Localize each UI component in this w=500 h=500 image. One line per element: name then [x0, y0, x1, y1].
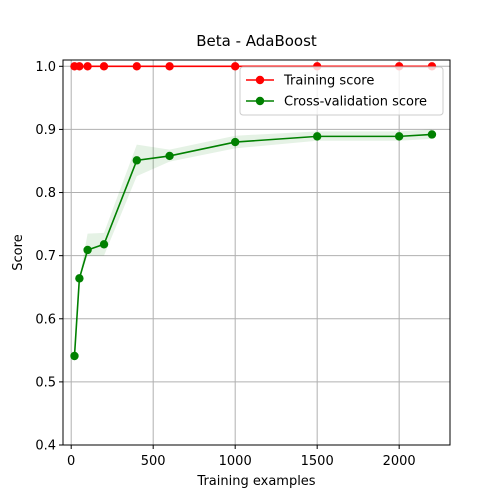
plot-frame: [62, 59, 451, 446]
y-tick-label: 0.8: [35, 186, 56, 201]
legend-box: [239, 66, 444, 116]
y-axis-label: Score: [11, 234, 26, 270]
data-point: [165, 62, 174, 71]
data-point: [70, 351, 79, 361]
y-tick-label: 0.6: [35, 312, 56, 327]
legend-label-1: Cross-validation score: [284, 95, 427, 110]
legend-label-0: Training score: [283, 74, 374, 89]
data-point: [165, 151, 174, 161]
x-tick-label: 2000: [383, 454, 416, 469]
data-point: [132, 156, 141, 165]
data-point: [427, 130, 437, 139]
data-point: [394, 132, 404, 141]
data-point: [75, 62, 84, 71]
legend-items: Training score Cross-validation score: [246, 74, 427, 110]
data-point: [83, 245, 92, 255]
axis-ticks: 0 500 1000 1500 2000 0.4 0.5 0.6 0.7 0.8 0.9 1.0: [35, 60, 415, 469]
data-point: [99, 62, 109, 71]
x-axis-label: Training examples: [196, 474, 315, 489]
legend: Training score Cross-validation score: [239, 66, 444, 116]
data-point: [75, 274, 84, 283]
y-tick-label: 0.5: [35, 375, 56, 390]
series-markers: [70, 62, 437, 361]
grid: [63, 60, 450, 446]
series-line-1: [73, 133, 433, 357]
chart-title: Beta - AdaBoost: [196, 32, 317, 50]
x-tick-label: 500: [141, 454, 166, 469]
data-point: [132, 62, 141, 71]
data-point: [83, 62, 92, 71]
x-tick-label: 0: [67, 454, 75, 469]
data-point: [230, 62, 240, 71]
y-tick-label: 0.9: [35, 123, 56, 138]
y-tick-label: 0.4: [35, 439, 56, 454]
legend-marker-0: [255, 75, 265, 85]
y-tick-label: 0.7: [35, 249, 56, 264]
x-tick-label: 1000: [219, 454, 252, 469]
data-point: [230, 137, 240, 147]
data-point: [312, 132, 322, 141]
legend-marker-1: [255, 96, 265, 106]
data-point: [99, 240, 109, 249]
x-tick-label: 1500: [301, 454, 334, 469]
y-tick-label: 1.0: [35, 60, 56, 75]
